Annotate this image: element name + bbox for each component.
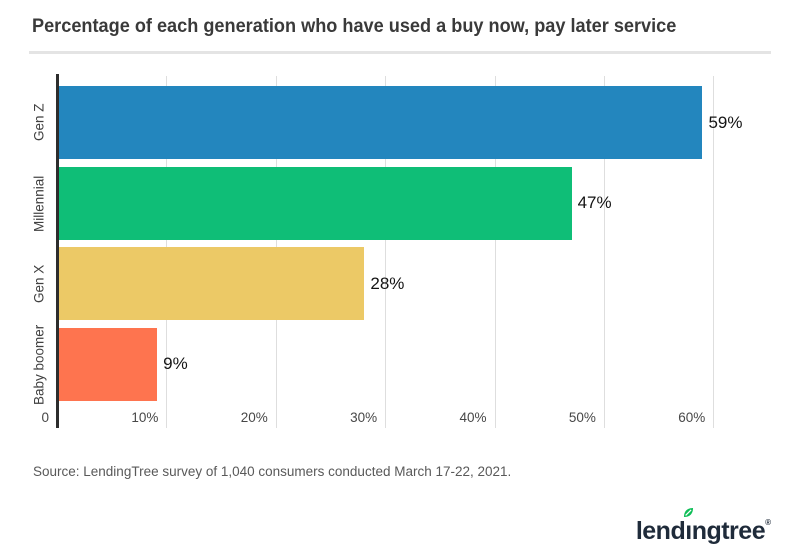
bar-row-gen-x: Gen X 28% xyxy=(32,247,745,321)
value-label: 9% xyxy=(163,354,188,374)
bar-millennial xyxy=(59,166,572,240)
logo-text-after: ngtree xyxy=(691,517,766,545)
x-tick-label: 20% xyxy=(240,410,268,425)
x-tick-label: 40% xyxy=(459,410,487,425)
bar-row-baby-boomer: Baby boomer 9% xyxy=(32,324,745,404)
bar-gen-z xyxy=(59,86,703,159)
logo-letter-i: ı xyxy=(684,507,694,546)
chart-title: Percentage of each generation who have u… xyxy=(32,15,677,37)
category-label: Baby boomer xyxy=(31,324,47,405)
bar-baby-boomer xyxy=(59,327,158,401)
x-tick-label: 60% xyxy=(678,410,706,425)
x-tick-label: 10% xyxy=(131,410,159,425)
category-label: Gen X xyxy=(31,264,47,303)
x-tick-label: 50% xyxy=(568,410,596,425)
value-label: 47% xyxy=(577,193,612,213)
gridline-40% xyxy=(494,76,496,428)
gridline-30% xyxy=(385,76,387,428)
x-tick-label: 30% xyxy=(350,410,378,425)
bar-rows: Gen Z 59% Millennial 47% Gen X 28% Baby boomer… xyxy=(32,86,745,405)
title-divider xyxy=(29,51,771,54)
gridline-50% xyxy=(603,76,605,428)
lendingtree-logo: lendı ngtree® xyxy=(635,507,771,546)
logo-text-before: lend xyxy=(635,517,686,545)
registered-mark: ® xyxy=(765,518,771,527)
value-label: 28% xyxy=(370,273,405,293)
chart-page: Percentage of each generation who have u… xyxy=(0,15,800,555)
bar-gen-x xyxy=(59,247,365,321)
category-label: Gen Z xyxy=(31,103,47,142)
x-tick-label: 0 xyxy=(41,410,49,425)
category-label: Millennial xyxy=(31,175,47,232)
bar-chart: 0 10% 20% 30% 40% 50% 60% Gen Z 59% Millennial 47%… xyxy=(32,74,745,428)
value-label: 59% xyxy=(708,112,743,132)
bar-row-gen-z: Gen Z 59% xyxy=(32,86,745,159)
source-note: Source: LendingTree survey of 1,040 cons… xyxy=(33,464,512,479)
bar-row-millennial: Millennial 47% xyxy=(32,166,745,240)
leaf-icon xyxy=(684,507,694,518)
y-axis-line xyxy=(55,74,59,428)
logo-i-char: ı xyxy=(685,517,692,545)
gridline-60% xyxy=(713,76,715,428)
plot-area: 0 10% 20% 30% 40% 50% 60% Gen Z 59% Millennial 47%… xyxy=(32,74,745,428)
